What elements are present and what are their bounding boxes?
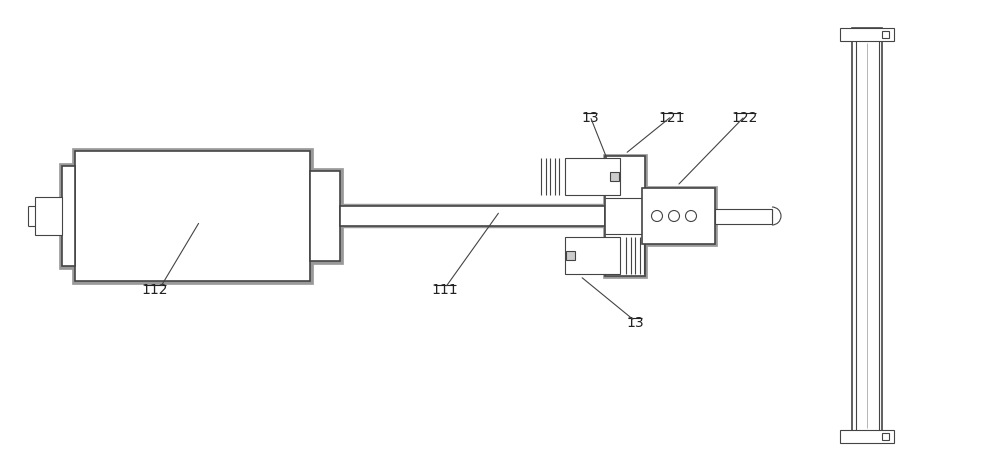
- Bar: [640, 186, 717, 246]
- Circle shape: [652, 211, 662, 221]
- Bar: [882, 433, 889, 440]
- Bar: [62, 166, 75, 266]
- Bar: [642, 188, 715, 244]
- Bar: [882, 31, 889, 38]
- Circle shape: [686, 211, 696, 221]
- Text: 121: 121: [659, 111, 685, 125]
- Text: 112: 112: [142, 283, 168, 297]
- Bar: [840, 28, 894, 41]
- Text: 13: 13: [581, 111, 599, 125]
- Text: 111: 111: [432, 283, 458, 297]
- Bar: [566, 251, 575, 260]
- Bar: [35, 197, 62, 235]
- Bar: [603, 154, 647, 278]
- Bar: [715, 209, 772, 224]
- Bar: [310, 171, 340, 261]
- Bar: [338, 204, 607, 228]
- Bar: [72, 148, 313, 284]
- Text: 13: 13: [626, 316, 644, 330]
- Bar: [605, 156, 645, 276]
- Bar: [75, 151, 310, 281]
- Bar: [852, 28, 882, 443]
- Bar: [307, 168, 343, 264]
- Bar: [340, 206, 605, 226]
- Bar: [565, 237, 620, 274]
- Circle shape: [668, 211, 680, 221]
- Bar: [856, 32, 879, 439]
- Text: 122: 122: [732, 111, 758, 125]
- Bar: [565, 158, 620, 195]
- Bar: [610, 172, 619, 181]
- Bar: [840, 430, 894, 443]
- Bar: [59, 163, 78, 269]
